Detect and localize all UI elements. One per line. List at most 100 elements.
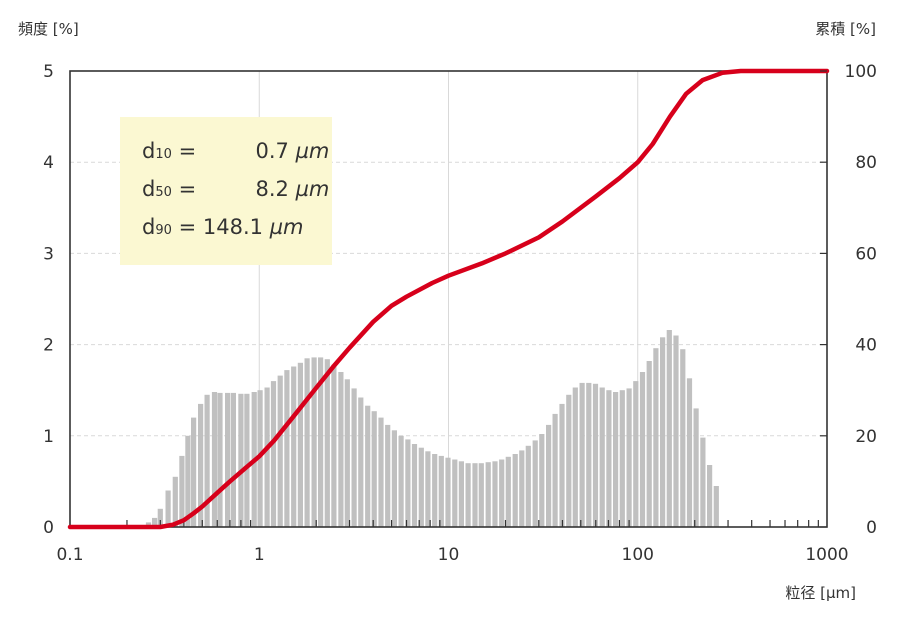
frequency-bar (418, 447, 424, 527)
frequency-bar (686, 378, 693, 527)
stat-d50-eq: = (178, 177, 197, 201)
frequency-bar (198, 403, 204, 527)
y-right-tick-label: 40 (855, 336, 877, 356)
stat-d90-unit: µm (269, 215, 304, 239)
frequency-bar (613, 392, 619, 527)
x-tick-label: 0.1 (56, 545, 83, 565)
frequency-bar (539, 434, 545, 527)
frequency-bar (398, 435, 404, 527)
stat-d50-unit: µm (295, 177, 330, 201)
stat-d90-value: 148.1 (202, 215, 263, 239)
frequency-bar (639, 372, 646, 527)
x-tick-label: 10 (438, 545, 460, 565)
stat-d10-label: d (142, 139, 156, 163)
frequency-bar (211, 392, 218, 527)
frequency-bar (485, 462, 491, 527)
frequency-bar (378, 417, 384, 527)
frequency-bar (519, 450, 525, 527)
frequency-bar (385, 424, 391, 527)
frequency-bar (411, 444, 418, 527)
y-left-tick-label: 3 (43, 244, 54, 264)
frequency-bar (165, 490, 171, 527)
frequency-bar (425, 451, 431, 527)
frequency-bar (338, 372, 344, 527)
y-left-tick-label: 2 (43, 336, 54, 356)
frequency-bar (599, 387, 605, 527)
frequency-bar (344, 379, 350, 527)
frequency-bar (512, 454, 518, 527)
frequency-bar (586, 382, 592, 527)
frequency-bar (633, 381, 639, 527)
frequency-bar (371, 411, 377, 527)
y-right-tick-label: 80 (855, 153, 877, 173)
frequency-bar (660, 337, 666, 527)
frequency-bar (432, 454, 438, 527)
x-tick-label: 100 (622, 545, 654, 565)
frequency-bar (304, 358, 310, 527)
x-minor-ticks (126, 520, 819, 527)
frequency-bar (680, 349, 686, 527)
frequency-bar (391, 430, 397, 527)
y-left-tick-label: 4 (43, 153, 54, 173)
frequency-bar (673, 335, 679, 527)
frequency-bar (179, 455, 185, 527)
y-right-tick-label: 100 (845, 62, 877, 82)
stat-d50: d50 = 8.2 µm (142, 177, 329, 201)
frequency-bar (257, 390, 263, 527)
x-tick-label: 1000 (805, 545, 848, 565)
frequency-bars (145, 330, 719, 527)
stat-d90-eq: = (178, 215, 197, 239)
frequency-bar (465, 463, 471, 527)
frequency-bar (572, 387, 578, 527)
frequency-bar (291, 366, 297, 527)
y-right-tick-label: 0 (866, 518, 877, 538)
stat-d10: d10 = 0.7 µm (142, 139, 329, 163)
frequency-bar (270, 381, 277, 527)
frequency-bar (505, 456, 511, 527)
frequency-bar (566, 394, 572, 527)
frequency-bar (606, 390, 612, 527)
frequency-bar (217, 392, 223, 527)
frequency-bar (579, 382, 585, 527)
frequency-bar (438, 455, 444, 527)
frequency-bar (700, 437, 706, 527)
y-left-axis-title: 頻度 [%] (18, 20, 79, 38)
frequency-bar (351, 388, 357, 527)
stats-box: d10 = 0.7 µm d50 = 8.2 µm d90 = 148.1 µm (120, 117, 332, 265)
frequency-bar (626, 388, 632, 527)
stat-d90: d90 = 148.1 µm (142, 215, 304, 239)
frequency-bar (666, 330, 672, 527)
frequency-bar (185, 435, 191, 527)
y-left-tick-label: 5 (43, 62, 54, 82)
frequency-bar (546, 424, 552, 527)
frequency-bar (592, 383, 599, 527)
frequency-bar (713, 486, 719, 527)
frequency-bar (552, 413, 558, 527)
cumulative-curve (67, 68, 830, 530)
frequency-bar (230, 392, 236, 527)
frequency-bar (405, 439, 411, 527)
stat-d50-label: d (142, 177, 156, 201)
frequency-bar (707, 465, 713, 527)
x-tick-label: 1 (254, 545, 265, 565)
frequency-bar (264, 387, 270, 527)
frequency-bar (244, 393, 250, 527)
frequency-bar (238, 393, 244, 527)
frequency-bar (646, 361, 652, 527)
frequency-bar (499, 459, 505, 527)
frequency-bar (152, 517, 158, 527)
x-axis-title: 粒径 [µm] (785, 584, 856, 602)
frequency-bar (145, 522, 152, 527)
frequency-bar (559, 403, 565, 527)
frequency-bar (311, 357, 317, 527)
frequency-bar (318, 357, 324, 527)
frequency-bar (157, 508, 163, 527)
frequency-bar (297, 362, 303, 527)
stat-d50-sub: 50 (155, 185, 172, 200)
frequency-bar (445, 457, 451, 527)
frequency-bar (284, 370, 290, 527)
frequency-bar (277, 375, 283, 527)
stat-d10-value: 0.7 (255, 139, 289, 163)
frequency-bar (358, 397, 364, 527)
